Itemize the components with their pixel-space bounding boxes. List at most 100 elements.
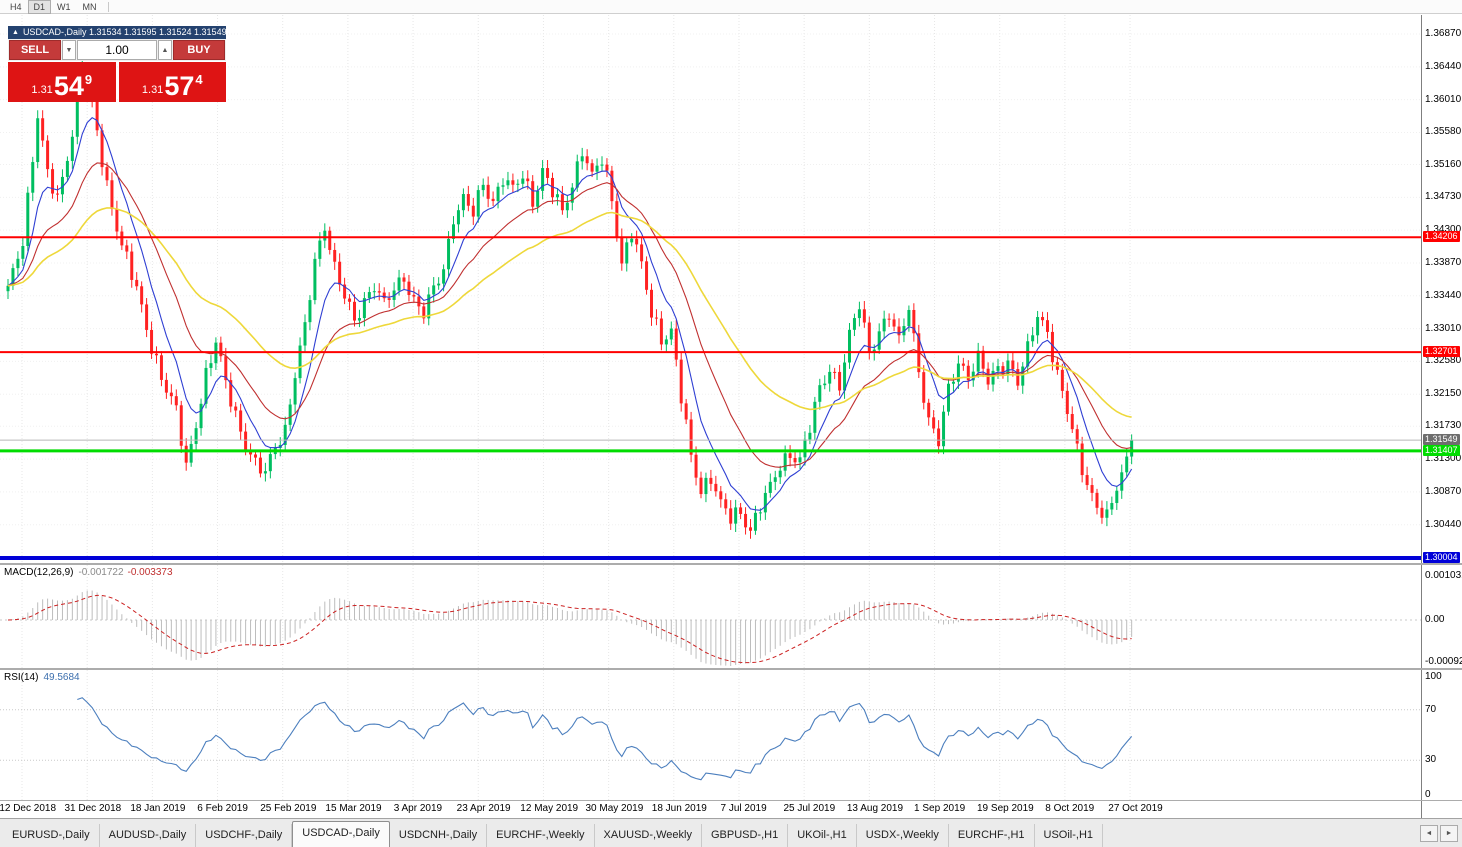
date-tick-label: 8 Oct 2019	[1045, 803, 1095, 814]
timeframe-button-d1[interactable]: D1	[27, 0, 52, 14]
price-tick-label: 1.33010	[1425, 322, 1462, 334]
buy-button[interactable]: BUY	[173, 40, 225, 60]
sell-price-box[interactable]: 1.31 54 9	[8, 62, 116, 102]
tab-usdx-weekly[interactable]: USDX-,Weekly	[857, 824, 949, 847]
date-axis: 12 Dec 2018 31 Dec 2018 18 Jan 2019 6 Feb 2…	[0, 801, 1421, 818]
buy-price-prefix: 1.31	[141, 84, 164, 96]
date-tick-label: 12 May 2019	[520, 803, 579, 814]
date-tick-label: 19 Sep 2019	[977, 803, 1034, 814]
date-tick-label: 31 Dec 2018	[64, 803, 122, 814]
sell-price-pip: 9	[84, 72, 93, 87]
volume-decrease-icon[interactable]: ▼	[62, 40, 76, 60]
rsi-panel	[0, 670, 1421, 800]
tab-scroll-controls: ◄ ►	[1416, 825, 1462, 847]
panel-splitter[interactable]	[0, 563, 1462, 565]
price-tick-label: 1.31730	[1425, 420, 1462, 432]
tab-eurusd-daily[interactable]: EURUSD-,Daily	[3, 824, 100, 847]
hline-price-label: 1.32701	[1423, 346, 1460, 358]
tab-audusd-daily[interactable]: AUDUSD-,Daily	[100, 824, 197, 847]
price-tick-label: 1.30870	[1425, 485, 1462, 497]
rsi-name: RSI(14)	[4, 672, 39, 683]
rsi-axis-label: 70	[1425, 703, 1437, 715]
date-tick-label: 25 Jul 2019	[783, 803, 836, 814]
date-tick-label: 3 Apr 2019	[393, 803, 443, 814]
tab-scroll-right-icon[interactable]: ►	[1440, 825, 1458, 842]
panel-splitter[interactable]	[0, 668, 1462, 670]
buy-price-box[interactable]: 1.31 57 4	[118, 62, 226, 102]
price-tick-label: 1.35160	[1425, 158, 1462, 170]
sell-price-big: 54	[53, 71, 84, 101]
price-tick-label: 1.36870	[1425, 28, 1462, 39]
toolbar-separator	[107, 1, 109, 12]
macd-panel	[0, 565, 1421, 668]
price-axis: 1.36870 1.36440 1.36010 1.35580 1.35160 1.347…	[1421, 15, 1462, 818]
macd-name: MACD(12,26,9)	[4, 567, 74, 578]
price-tick-label: 1.34730	[1425, 191, 1462, 203]
collapse-icon[interactable]: ▲	[12, 29, 19, 36]
date-tick-label: 27 Oct 2019	[1108, 803, 1163, 814]
timeframe-button-w1[interactable]: W1	[57, 1, 71, 12]
tab-gbpusd-h1[interactable]: GBPUSD-,H1	[702, 824, 789, 847]
rsi-label: RSI(14) 49.5684	[4, 672, 80, 683]
price-tick-label: 1.36010	[1425, 93, 1462, 105]
macd-value-signal: -0.003373	[127, 567, 173, 578]
macd-axis-label: 0.0010311	[1425, 570, 1462, 581]
tab-usdchf-daily[interactable]: USDCHF-,Daily	[196, 824, 293, 847]
date-tick-label: 18 Jan 2019	[130, 803, 186, 814]
price-tick-label: 1.32580	[1425, 355, 1462, 367]
tab-usoil-h1[interactable]: USOil-,H1	[1035, 824, 1104, 847]
timeframe-toolbar: H4 D1 W1 MN	[0, 0, 1462, 14]
price-tick-label: 1.31300	[1425, 453, 1462, 465]
date-tick-label: 30 May 2019	[585, 803, 644, 814]
date-tick-label: 18 Jun 2019	[651, 803, 707, 814]
tab-ukoil-h1[interactable]: UKOil-,H1	[788, 824, 857, 847]
price-tick-label: 1.35580	[1425, 126, 1462, 138]
rsi-axis-label: 30	[1425, 754, 1437, 766]
price-tick-label: 1.34300	[1425, 224, 1462, 236]
chart-tab-bar: EURUSD-,Daily AUDUSD-,Daily USDCHF-,Daily U…	[0, 818, 1462, 847]
hline-price-label: 1.34206	[1423, 231, 1460, 243]
tab-eurchf-weekly[interactable]: EURCHF-,Weekly	[487, 824, 595, 847]
tab-usdcad-daily[interactable]: USDCAD-,Daily	[292, 821, 390, 847]
macd-axis-label: 0.00	[1425, 614, 1445, 625]
date-tick-label: 12 Dec 2018	[0, 803, 57, 814]
chart-tabs: EURUSD-,Daily AUDUSD-,Daily USDCHF-,Daily U…	[3, 821, 1104, 847]
one-click-trading-panel: ▲ USDCAD-,Daily 1.31534 1.31595 1.31524 …	[8, 26, 226, 102]
price-tick-label: 1.33870	[1425, 256, 1462, 268]
hline-price-label: 1.30004	[1423, 552, 1460, 563]
price-chart[interactable]	[0, 15, 1421, 563]
one-click-title-bar[interactable]: ▲ USDCAD-,Daily 1.31534 1.31595 1.31524 …	[8, 26, 226, 39]
panel-splitter	[0, 800, 1462, 801]
macd-label: MACD(12,26,9) -0.001722 -0.003373	[4, 567, 173, 578]
tab-eurchf-h1[interactable]: EURCHF-,H1	[949, 824, 1035, 847]
price-tick-label: 1.36440	[1425, 60, 1462, 72]
rsi-axis-label: 100	[1425, 671, 1442, 682]
price-tick-label: 1.32150	[1425, 388, 1462, 400]
volume-increase-icon[interactable]: ▲	[158, 40, 172, 60]
timeframe-button-mn[interactable]: MN	[82, 1, 97, 12]
date-tick-label: 25 Feb 2019	[260, 803, 317, 814]
rsi-value: 49.5684	[43, 672, 80, 683]
hline-price-label: 1.31407	[1423, 444, 1460, 456]
date-tick-label: 15 Mar 2019	[325, 803, 382, 814]
volume-input[interactable]: 1.00	[77, 40, 157, 60]
tab-usdcnh-daily[interactable]: USDCNH-,Daily	[390, 824, 488, 847]
date-tick-label: 13 Aug 2019	[846, 803, 904, 814]
date-tick-label: 23 Apr 2019	[456, 803, 511, 814]
timeframe-button-h4[interactable]: H4	[10, 1, 22, 12]
price-tick-label: 1.33440	[1425, 289, 1462, 301]
rsi-axis-label: 0	[1425, 789, 1431, 800]
macd-axis-label: -0.0009203	[1425, 656, 1462, 667]
tab-xauusd-weekly[interactable]: XAUUSD-,Weekly	[595, 824, 702, 847]
date-tick-label: 6 Feb 2019	[197, 803, 248, 814]
macd-value-main: -0.001722	[78, 567, 124, 578]
sell-button[interactable]: SELL	[9, 40, 61, 60]
tab-scroll-left-icon[interactable]: ◄	[1420, 825, 1438, 842]
date-tick-label: 1 Sep 2019	[914, 803, 966, 814]
sell-price-prefix: 1.31	[31, 84, 53, 96]
date-tick-label: 7 Jul 2019	[720, 803, 767, 814]
buy-price-pip: 4	[195, 72, 203, 87]
price-tick-label: 1.30440	[1425, 518, 1462, 530]
current-price-label: 1.31549	[1423, 434, 1460, 446]
